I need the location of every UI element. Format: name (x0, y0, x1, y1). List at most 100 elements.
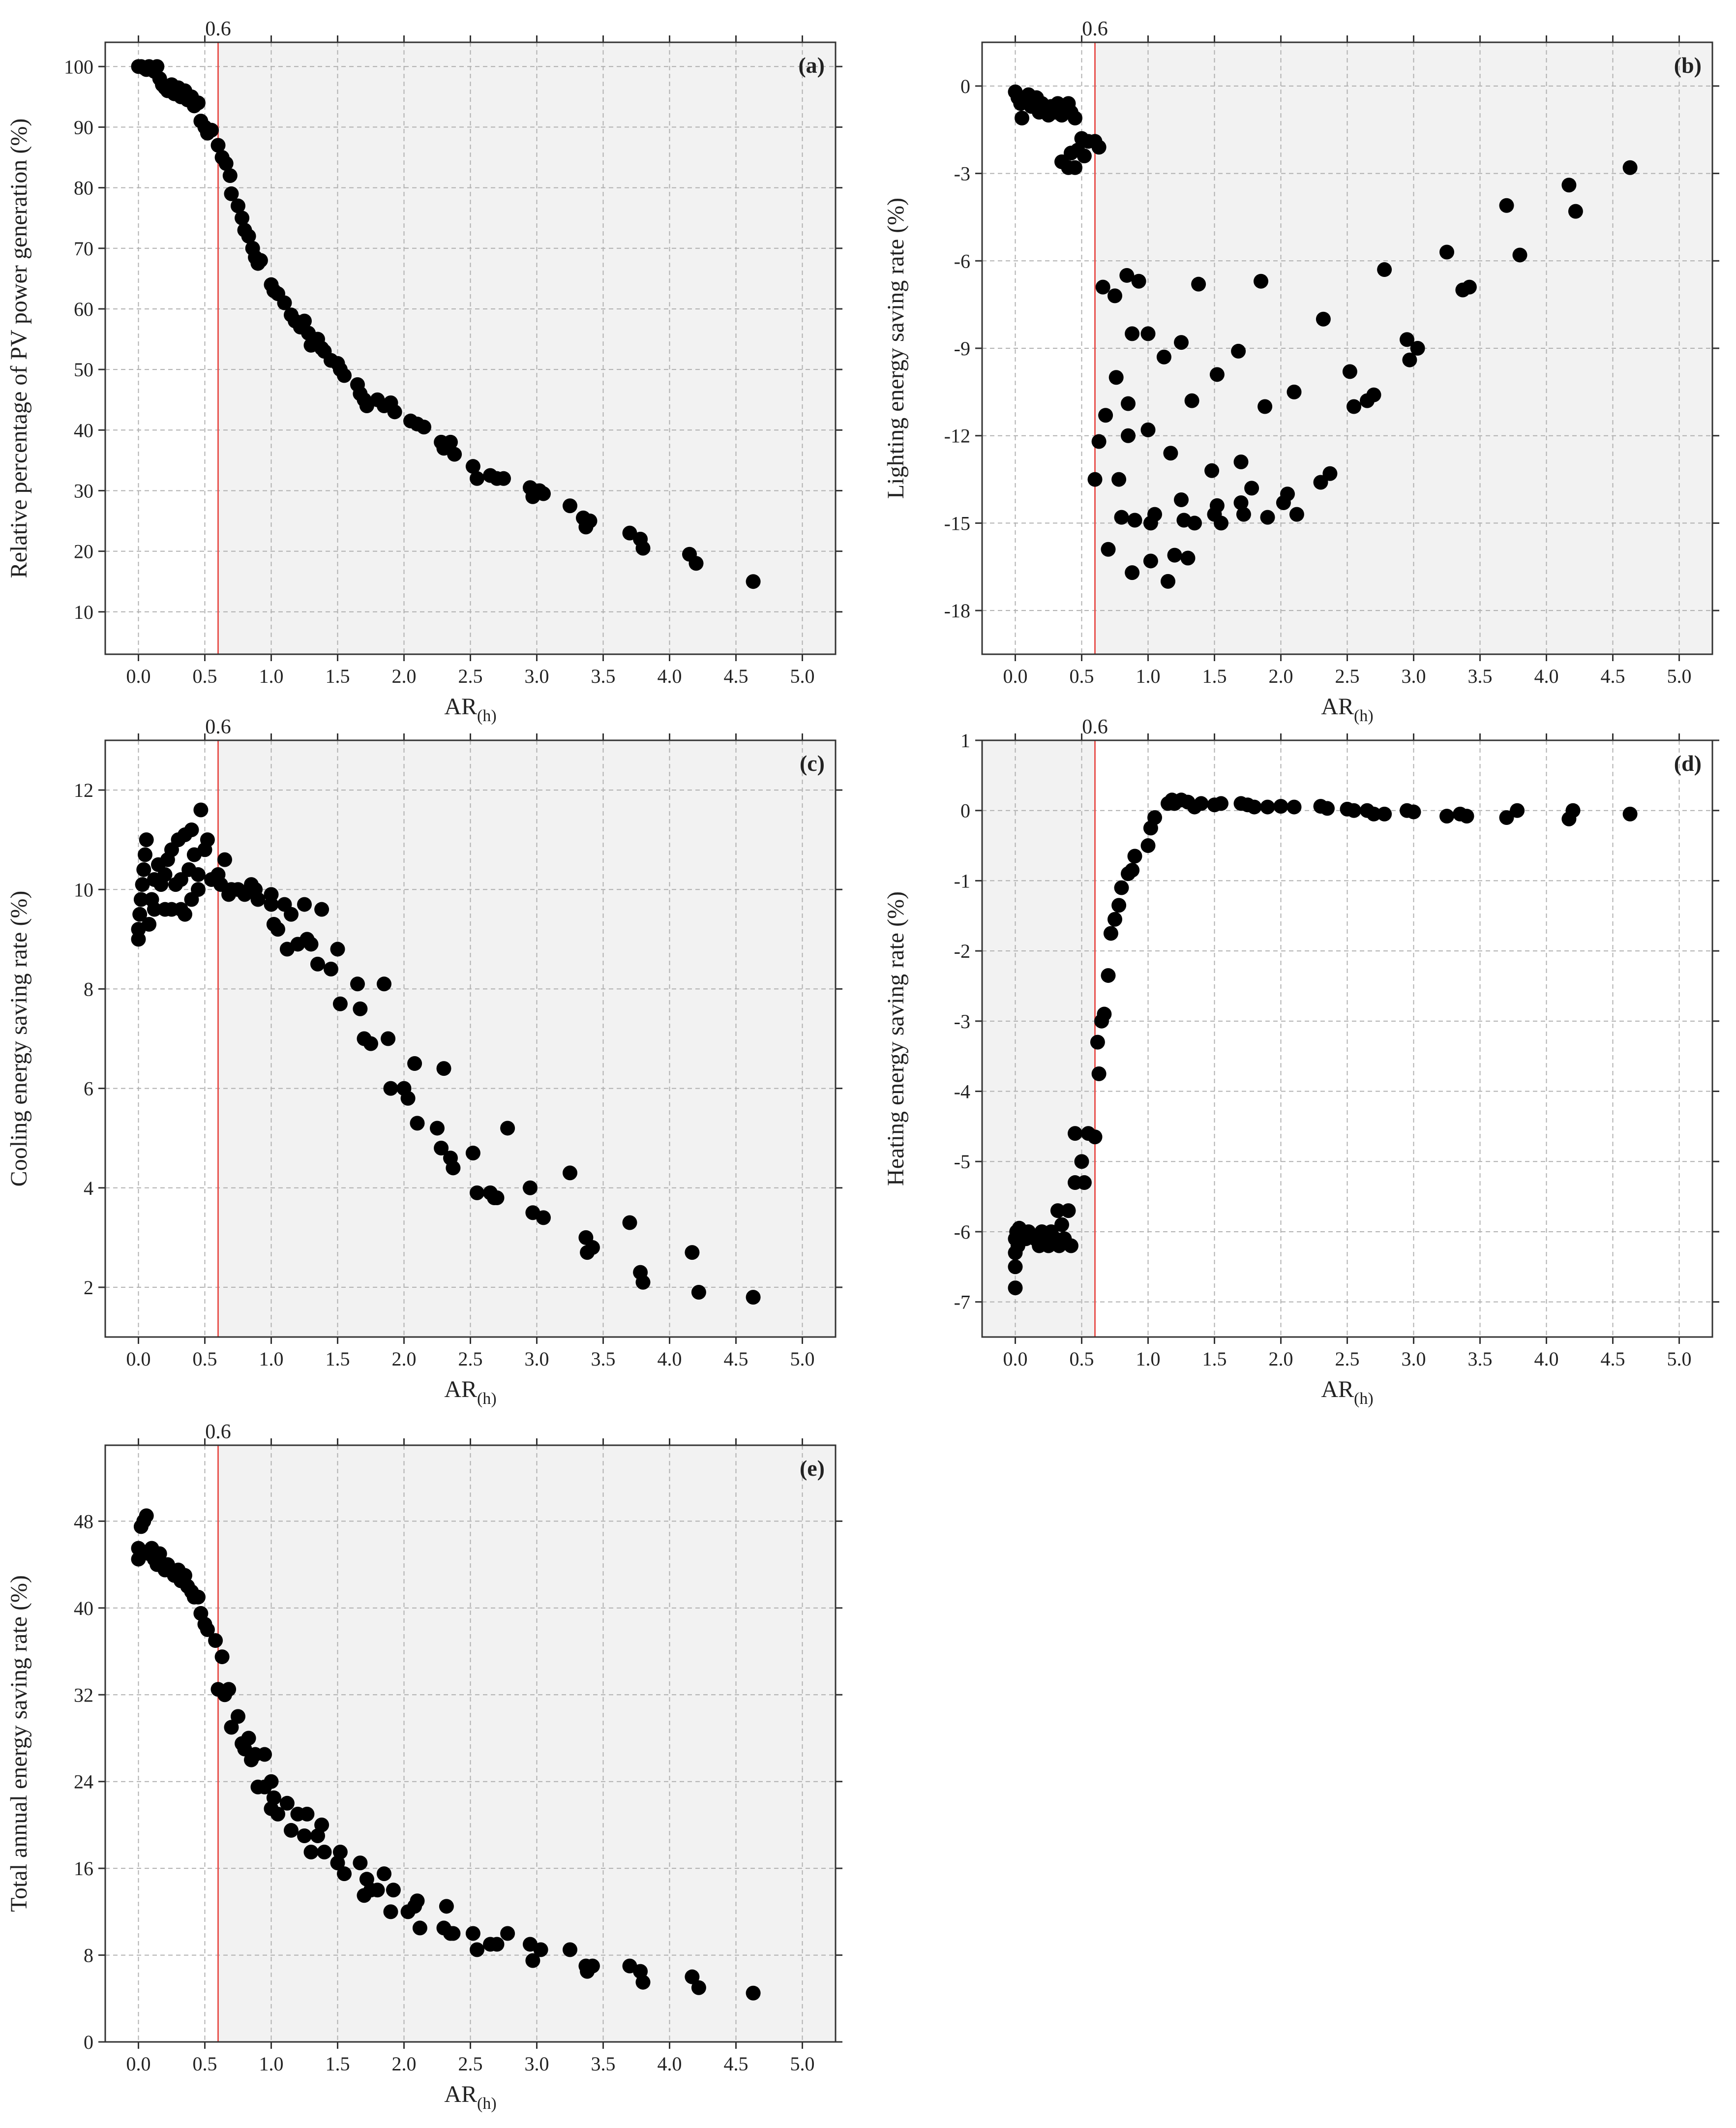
x-axis-label-subscript: (h) (477, 2095, 497, 2113)
reference-line-label: 0.6 (205, 18, 231, 40)
data-point (1140, 422, 1156, 437)
x-tick-label: 4.0 (1534, 1348, 1559, 1370)
data-point (314, 902, 329, 917)
x-tick-label: 4.0 (658, 665, 682, 687)
data-point (1050, 1203, 1065, 1218)
x-tick-label: 3.5 (1468, 1348, 1493, 1370)
data-point (1091, 1066, 1107, 1081)
data-point (685, 1245, 700, 1260)
data-point (250, 892, 266, 907)
data-point (222, 168, 238, 183)
data-point (314, 1817, 329, 1832)
data-point (1254, 274, 1268, 289)
x-tick-label: 0.0 (126, 2053, 151, 2075)
data-point (1180, 550, 1196, 566)
data-point (443, 434, 458, 450)
y-tick-label: -4 (954, 1081, 970, 1103)
y-tick-label: -15 (944, 512, 970, 534)
data-point (1568, 204, 1583, 219)
data-point (1054, 1217, 1069, 1232)
data-point (563, 1942, 577, 1957)
reference-line-label: 0.6 (205, 1421, 231, 1443)
data-point (383, 1081, 398, 1096)
data-point (1008, 1259, 1023, 1275)
data-point (1127, 513, 1142, 528)
data-point (563, 1165, 577, 1181)
y-tick-label: 8 (84, 1945, 93, 1967)
data-point (200, 1622, 215, 1637)
data-point (191, 1589, 206, 1605)
x-tick-label: 5.0 (1667, 1348, 1692, 1370)
x-axis-label-subscript: (h) (1354, 1390, 1374, 1408)
data-point (337, 1866, 352, 1882)
data-point (135, 877, 150, 892)
x-tick-label: 1.0 (1136, 665, 1161, 687)
data-point (284, 1823, 299, 1838)
data-point (1140, 326, 1156, 341)
data-point (1156, 349, 1171, 365)
data-point (446, 1160, 461, 1176)
data-point (387, 404, 402, 420)
x-tick-label: 0.0 (1003, 1348, 1028, 1370)
data-point (1091, 434, 1107, 449)
data-point (332, 996, 348, 1011)
x-tick-label: 4.0 (658, 2053, 682, 2075)
x-tick-label: 1.0 (259, 1348, 284, 1370)
data-point (1236, 507, 1251, 522)
data-point (1101, 968, 1116, 983)
x-axis-label-main: AR (444, 694, 477, 720)
data-point (383, 1904, 398, 1919)
panel-label: (e) (800, 1456, 825, 1481)
data-point (1322, 466, 1338, 481)
x-axis-label: AR(h) (1321, 694, 1373, 725)
data-point (691, 1285, 706, 1300)
data-point (1015, 111, 1029, 126)
data-point (297, 313, 312, 329)
y-tick-label: 10 (74, 879, 93, 901)
y-tick-label: 4 (84, 1177, 93, 1199)
x-tick-label: 3.5 (591, 665, 616, 687)
data-point (1174, 492, 1189, 508)
x-tick-label: 5.0 (1667, 665, 1692, 687)
x-axis-label-subscript: (h) (477, 1390, 497, 1408)
y-tick-label: -3 (954, 163, 970, 185)
data-point (139, 832, 154, 848)
data-point (434, 1140, 449, 1155)
x-tick-label: 1.0 (259, 665, 284, 687)
data-point (1107, 912, 1122, 927)
data-point (1114, 880, 1129, 895)
data-point (353, 1001, 368, 1016)
data-point (370, 1883, 385, 1898)
x-tick-label: 3.0 (525, 665, 549, 687)
data-point (1077, 1175, 1092, 1190)
data-point (270, 922, 285, 937)
x-tick-label: 2.0 (392, 665, 417, 687)
x-tick-label: 2.0 (1269, 665, 1293, 687)
data-point (1143, 553, 1158, 569)
data-point (465, 1926, 480, 1941)
x-tick-label: 1.5 (326, 665, 350, 687)
data-point (221, 1682, 237, 1697)
data-point (330, 942, 345, 957)
data-point (1622, 160, 1638, 175)
data-point (1194, 796, 1209, 811)
data-point (1499, 198, 1514, 213)
data-point (1512, 247, 1527, 263)
data-point (536, 486, 551, 501)
y-tick-label: -9 (954, 337, 970, 360)
data-point (407, 1056, 422, 1071)
data-point (257, 1747, 272, 1762)
panel-label: (b) (1674, 53, 1702, 78)
chart-panel-a: 0.6 0.0 0.5 1.0 1.5 2.0 2.5 3.0 3.5 4.0 4.5 5.0 10 20… (6, 18, 842, 725)
data-point (489, 1190, 505, 1205)
data-point (132, 907, 148, 922)
data-point (1121, 396, 1136, 411)
y-axis-label: Cooling energy saving rate (%) (6, 891, 32, 1187)
data-point (1462, 279, 1477, 295)
data-point (1287, 799, 1302, 815)
x-tick-label: 1.0 (259, 2053, 284, 2075)
x-tick-label: 2.5 (458, 1348, 483, 1370)
reference-line-label: 0.6 (1082, 18, 1108, 40)
panel-label: (d) (1674, 751, 1702, 776)
